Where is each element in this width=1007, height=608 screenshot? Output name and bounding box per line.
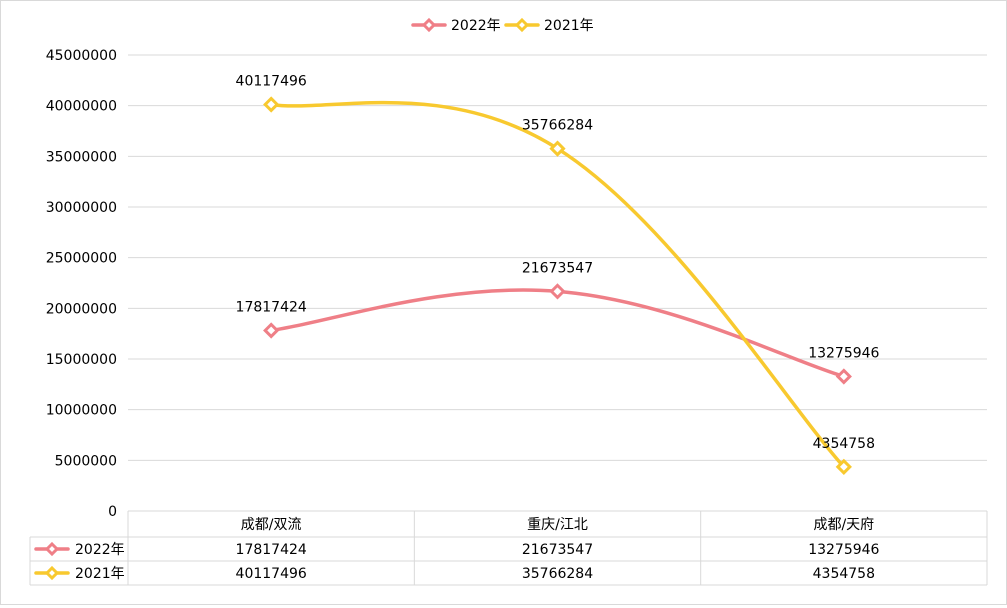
- data-label: 4354758: [813, 436, 875, 452]
- y-tick-label: 35000000: [46, 149, 117, 165]
- y-tick-label: 5000000: [55, 453, 117, 469]
- data-label: 13275946: [808, 345, 879, 361]
- table-series-name: 2022年: [75, 542, 125, 558]
- category-label: 重庆/江北: [527, 517, 588, 533]
- table-value: 4354758: [813, 566, 875, 582]
- y-tick-label: 20000000: [46, 301, 117, 317]
- y-tick-label: 30000000: [46, 200, 117, 216]
- data-label: 40117496: [236, 73, 307, 89]
- series-line: [269, 288, 846, 379]
- y-tick-label: 40000000: [46, 99, 117, 115]
- data-point: [549, 140, 566, 157]
- data-label: 21673547: [522, 260, 593, 276]
- table-legend-marker: [44, 541, 60, 557]
- data-label: 17817424: [236, 299, 307, 315]
- legend-label: 2022年: [451, 18, 501, 34]
- data-label: 35766284: [522, 118, 593, 134]
- table-legend-marker: [44, 565, 60, 581]
- table-value: 17817424: [236, 542, 307, 558]
- legend-marker: [514, 17, 530, 33]
- category-label: 成都/双流: [241, 517, 302, 533]
- data-point: [549, 283, 566, 300]
- y-tick-label: 25000000: [46, 251, 117, 267]
- legend-marker: [421, 17, 437, 33]
- y-tick-label: 15000000: [46, 352, 117, 368]
- series-line: [269, 100, 846, 469]
- y-tick-label: 0: [108, 504, 117, 520]
- data-point: [263, 96, 280, 113]
- table-series-name: 2021年: [75, 566, 125, 582]
- y-tick-label: 45000000: [46, 48, 117, 64]
- category-label: 成都/天府: [813, 517, 874, 533]
- data-point: [835, 368, 852, 385]
- data-point: [835, 458, 852, 475]
- table-value: 40117496: [236, 566, 307, 582]
- table-value: 21673547: [522, 542, 593, 558]
- table-value: 13275946: [808, 542, 879, 558]
- table-value: 35766284: [522, 566, 593, 582]
- legend-label: 2021年: [544, 18, 594, 34]
- data-point: [263, 322, 280, 339]
- y-tick-label: 10000000: [46, 403, 117, 419]
